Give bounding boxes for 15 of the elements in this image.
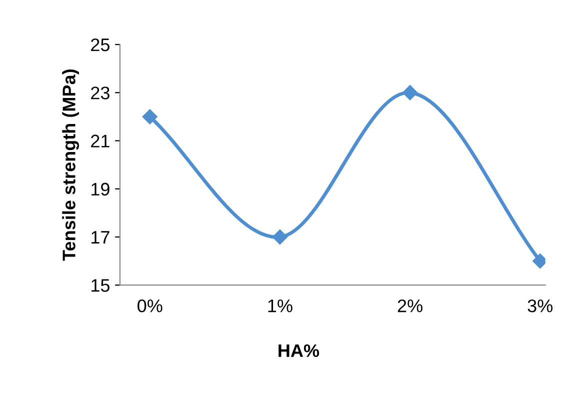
y-tick-label: 23 [91, 86, 110, 100]
y-tick-label: 15 [92, 279, 110, 292]
y-tick-label: 17 [92, 231, 110, 244]
x-tick-label: 1% [268, 300, 292, 312]
x-tick-label: 3% [528, 299, 553, 312]
y-axis-title: Tensile strength (MPa) [62, 70, 80, 261]
point [272, 229, 288, 245]
y-tick-label: 25 [91, 38, 110, 52]
x-axis-title: HA% [278, 344, 320, 358]
point [402, 85, 418, 100]
x-tick-label: 2% [398, 299, 422, 312]
x-tick-label: 0% [138, 299, 162, 312]
y-tick-label: 21 [91, 134, 110, 148]
y-tick-label: 19 [92, 182, 110, 196]
point [142, 109, 158, 124]
